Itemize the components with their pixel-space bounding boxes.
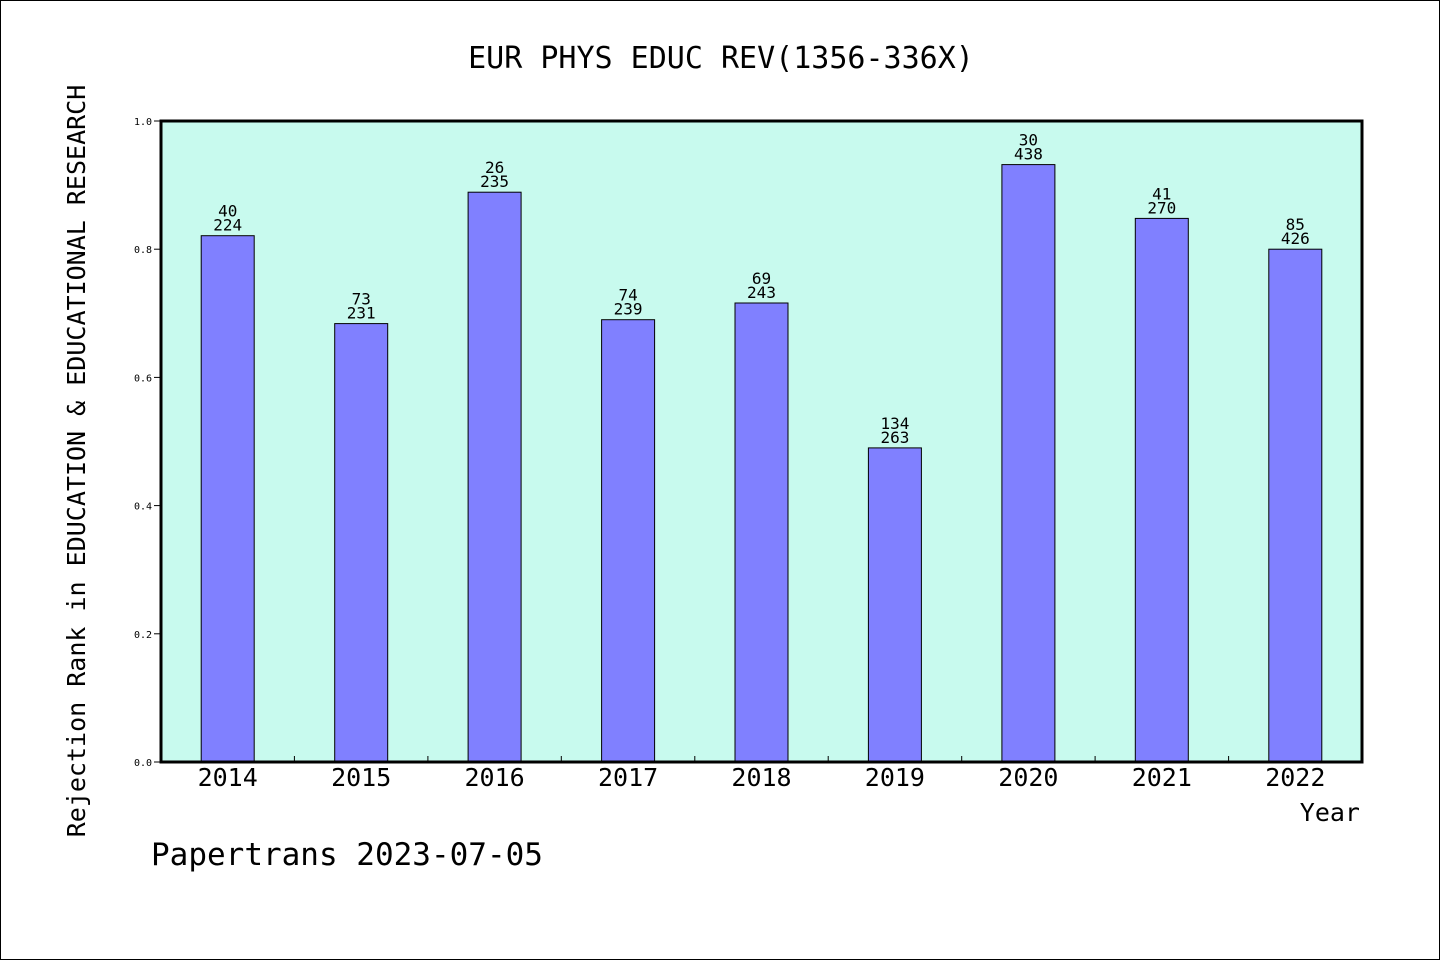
y-tick-label: 1.0 [134,117,152,128]
x-tick-label: 2021 [1132,763,1192,792]
bar-label-bottom: 438 [1014,145,1043,164]
bar-label-top: 40 [218,202,237,221]
bar-2022 [1268,248,1323,763]
x-tick-label: 2020 [998,763,1058,792]
x-tick-label: 2022 [1265,763,1325,792]
bar-label-top: 41 [1152,184,1171,203]
bar-label-top: 73 [352,290,371,309]
bars-layer [200,164,1323,763]
bar-2014 [200,235,255,763]
y-axis: 0.0 0.2 0.4 0.6 0.8 1.0 [134,117,161,769]
bar-label-top: 30 [1019,131,1038,150]
x-axis-title: Year [1300,798,1360,827]
bar-label-bottom: 239 [614,300,643,319]
x-axis: 2014 2015 2016 2017 2018 2019 2020 2021 2022 [198,756,1325,792]
bar-label-top: 74 [618,286,637,305]
y-axis-title: Rejection Rank in EDUCATION & EDUCATIONA… [62,85,91,838]
bar-label-bottom: 426 [1281,229,1310,248]
y-tick-label: 0.8 [134,245,152,256]
x-tick-label: 2015 [331,763,391,792]
y-tick-label: 0.2 [134,630,152,641]
bar-label-top: 134 [880,414,909,433]
y-tick-label: 0.4 [134,502,152,513]
bar-2019 [867,447,922,763]
y-tick-label: 0.6 [134,373,152,384]
x-tick-label: 2014 [198,763,258,792]
bar-label-top: 85 [1286,215,1305,234]
bar-label-bottom: 224 [213,216,242,235]
watermark-text: Papertrans 2023-07-05 [151,837,543,873]
bar-label-bottom: 270 [1147,198,1176,217]
plot-border [159,119,1364,764]
bar-2020 [1001,164,1056,763]
x-tick-label: 2016 [464,763,524,792]
bar-2017 [601,319,656,763]
bar-label-bottom: 231 [347,304,376,323]
x-tick-label: 2017 [598,763,658,792]
y-tick-label: 0.0 [134,758,152,769]
bar-label-bottom: 263 [880,428,909,447]
bar-label-top: 26 [485,158,504,177]
x-tick-label: 2019 [865,763,925,792]
bar-label-bottom: 243 [747,283,776,302]
chart-title: EUR PHYS EDUC REV(1356-336X) [468,41,974,76]
bar-2016 [467,191,522,763]
bar-2021 [1134,217,1189,763]
bar-label-top: 69 [752,269,771,288]
bar-2015 [334,323,389,763]
x-tick-label: 2018 [731,763,791,792]
bar-label-bottom: 235 [480,172,509,191]
bar-2018 [734,302,789,763]
